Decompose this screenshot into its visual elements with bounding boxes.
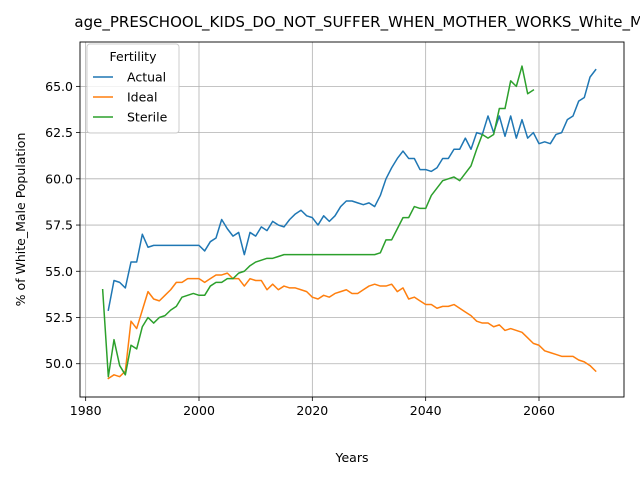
legend-label-actual: Actual <box>127 70 166 85</box>
x-axis: 1980 2000 2020 2040 2060 <box>70 397 555 418</box>
plot-frame <box>79 41 625 398</box>
y-tick-label: 60.0 <box>45 171 73 186</box>
legend-label-ideal: Ideal <box>127 90 157 105</box>
y-axis-label: % of White_Male Population <box>13 133 28 307</box>
legend: Fertility Actual Ideal Sterile <box>86 43 180 134</box>
x-axis-label: Years <box>335 450 369 465</box>
x-tick-label: 1980 <box>70 403 102 418</box>
legend-entries: Actual Ideal Sterile <box>93 70 168 125</box>
x-tick-label: 2000 <box>183 403 215 418</box>
chart-title: age_PRESCHOOL_KIDS_DO_NOT_SUFFER_WHEN_MO… <box>74 13 640 32</box>
y-tick-label: 55.0 <box>45 264 73 279</box>
legend-label-sterile: Sterile <box>127 110 168 125</box>
legend-title: Fertility <box>110 49 158 64</box>
x-tick-label: 2060 <box>523 403 555 418</box>
plot-area <box>79 41 625 398</box>
series-lines <box>101 65 597 380</box>
y-tick-label: 50.0 <box>45 356 73 371</box>
x-tick-label: 2040 <box>410 403 442 418</box>
y-tick-label: 52.5 <box>45 310 73 325</box>
series-line-actual <box>107 68 597 311</box>
y-tick-label: 57.5 <box>45 218 73 233</box>
legend-box <box>86 43 180 134</box>
y-tick-label: 65.0 <box>45 79 73 94</box>
series-line-sterile <box>101 65 535 378</box>
y-axis: 50.0 52.5 55.0 57.5 60.0 62.5 65.0 <box>45 79 80 371</box>
x-tick-label: 2020 <box>296 403 328 418</box>
y-tick-label: 62.5 <box>45 125 73 140</box>
series-line-ideal <box>107 272 597 380</box>
